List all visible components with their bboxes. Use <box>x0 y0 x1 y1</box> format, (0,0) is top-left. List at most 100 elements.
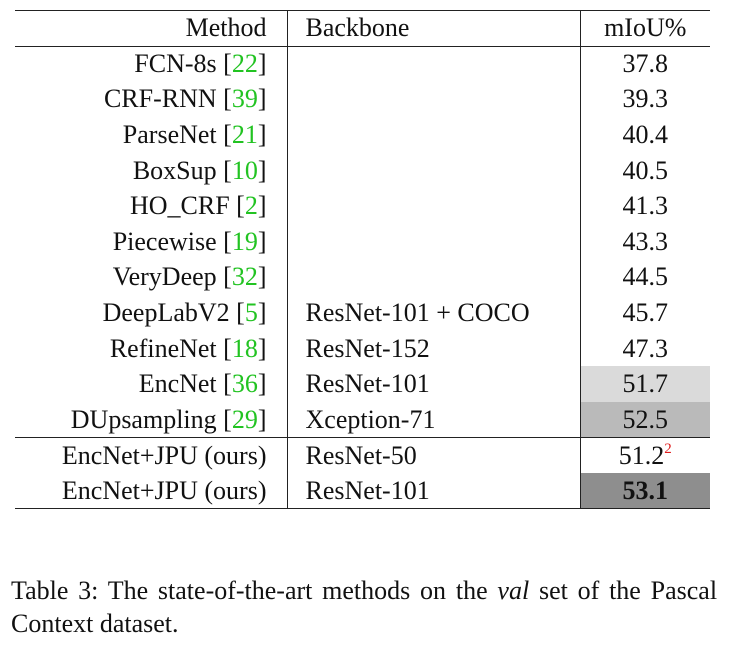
results-table: Method Backbone mIoU% FCN-8s [22] 37.8 CRF… <box>15 10 710 509</box>
citation-link[interactable]: 36 <box>231 369 258 399</box>
backbone-cell <box>287 46 581 82</box>
backbone-cell <box>287 224 581 260</box>
method-cell: VeryDeep [32] <box>15 259 288 296</box>
method-cell: EncNet+JPU (ours) <box>15 437 288 474</box>
method-cell: EncNet [36] <box>15 366 288 403</box>
header-method: Method <box>15 10 288 47</box>
footnote-link[interactable]: 2 <box>664 441 672 458</box>
miou-cell: 40.5 <box>580 153 710 189</box>
backbone-cell: ResNet-101 <box>287 366 581 403</box>
citation-link[interactable]: 21 <box>231 120 258 150</box>
miou-cell: 53.1 <box>580 473 710 509</box>
citation-link[interactable]: 32 <box>231 262 258 292</box>
method-name: RefineNet <box>109 333 217 363</box>
method-name: EncNet <box>138 369 217 399</box>
table-row: VeryDeep [32] 44.5 <box>15 259 710 296</box>
backbone-cell <box>287 81 581 118</box>
caption-italic: val <box>497 576 530 605</box>
miou-value: 40.4 <box>622 120 669 150</box>
caption-label: Table 3: <box>11 576 99 605</box>
method-name: EncNet+JPU (ours) <box>61 475 267 505</box>
header-miou: mIoU% <box>604 13 687 43</box>
method-cell: ParseNet [21] <box>15 117 288 153</box>
method-name: FCN-8s <box>134 49 217 79</box>
table-row: DeepLabV2 [5] ResNet-101 + COCO 45.7 <box>15 295 710 331</box>
miou-cell: 40.4 <box>580 117 710 153</box>
backbone-cell <box>287 117 581 153</box>
table-row: CRF-RNN [39] 39.3 <box>15 81 710 118</box>
table-row: Piecewise [19] 43.3 <box>15 224 710 260</box>
miou-cell: 43.3 <box>580 224 710 260</box>
citation-link[interactable]: 5 <box>244 298 258 328</box>
table-caption: Table 3: The state-of-the-art methods on… <box>11 574 717 640</box>
method-name: VeryDeep <box>112 262 217 292</box>
method-cell: BoxSup [10] <box>15 152 288 189</box>
caption-text-after: set of the Pascal Context dataset. <box>11 576 718 638</box>
miou-cell: 39.3 <box>580 82 710 118</box>
miou-value: 43.3 <box>622 226 669 256</box>
miou-value: 53.1 <box>622 475 669 505</box>
method-name: BoxSup <box>132 155 217 185</box>
method-cell: DeepLabV2 [5] <box>15 295 288 331</box>
backbone-cell: ResNet-101 <box>287 473 581 509</box>
method-cell: CRF-RNN [39] <box>15 81 288 118</box>
citation-link[interactable]: 10 <box>231 155 258 185</box>
method-name: HO_CRF <box>129 191 230 221</box>
miou-value: 51.2 <box>618 441 665 471</box>
results-table-wrapper: Method Backbone mIoU% FCN-8s [22] 37.8 CRF… <box>15 10 710 509</box>
table-row: ParseNet [21] 40.4 <box>15 117 710 153</box>
miou-cell: 47.3 <box>580 331 710 367</box>
miou-value: 41.3 <box>622 191 669 221</box>
table-row: DUpsampling [29] Xception-71 52.5 <box>15 402 710 438</box>
miou-value: 40.5 <box>622 155 669 185</box>
citation-link[interactable]: 19 <box>231 226 258 256</box>
table-row: HO_CRF [2] 41.3 <box>15 188 710 225</box>
table-body-prior-methods: FCN-8s [22] 37.8 CRF-RNN [39] 39.3 ParseNet … <box>15 46 710 438</box>
citation-link[interactable]: 2 <box>244 191 258 221</box>
method-name: DUpsampling <box>70 404 217 434</box>
method-name: CRF-RNN <box>103 84 217 114</box>
miou-value: 51.7 <box>622 369 669 399</box>
backbone-cell <box>287 188 581 225</box>
header-backbone: Backbone <box>287 10 581 47</box>
table-row: EncNet+JPU (ours) ResNet-50 51.22 <box>15 437 710 474</box>
miou-cell: 51.22 <box>580 438 710 474</box>
table-row: RefineNet [18] ResNet-152 47.3 <box>15 330 710 367</box>
citation-link[interactable]: 22 <box>231 49 258 79</box>
citation-link[interactable]: 39 <box>231 84 258 114</box>
miou-cell: 41.3 <box>580 188 710 224</box>
method-cell: DUpsampling [29] <box>15 402 288 438</box>
caption-text-before: The state-of-the-art methods on the <box>107 576 488 605</box>
miou-value: 47.3 <box>622 333 669 363</box>
table-header-row: Method Backbone mIoU% <box>15 10 710 47</box>
citation-link[interactable]: 29 <box>231 404 258 434</box>
backbone-cell <box>287 259 581 296</box>
method-cell: HO_CRF [2] <box>15 188 288 225</box>
miou-cell: 37.8 <box>580 46 710 82</box>
backbone-cell: ResNet-50 <box>287 437 581 474</box>
method-name: ParseNet <box>122 120 217 150</box>
method-cell: RefineNet [18] <box>15 330 288 367</box>
miou-value: 37.8 <box>622 49 669 79</box>
miou-value: 44.5 <box>622 262 669 292</box>
method-name: Piecewise <box>112 226 217 256</box>
table-row: EncNet+JPU (ours) ResNet-101 53.1 <box>15 473 710 509</box>
method-cell: Piecewise [19] <box>15 224 288 260</box>
table-row: EncNet [36] ResNet-101 51.7 <box>15 366 710 403</box>
backbone-cell <box>287 152 581 189</box>
backbone-cell: ResNet-152 <box>287 330 581 367</box>
miou-cell: 44.5 <box>580 260 710 296</box>
miou-value: 45.7 <box>622 298 669 328</box>
method-cell: EncNet+JPU (ours) <box>15 473 288 509</box>
backbone-cell: Xception-71 <box>287 402 581 438</box>
miou-cell: 51.7 <box>580 366 710 403</box>
table-body-ours: EncNet+JPU (ours) ResNet-50 51.22 EncNet+JP… <box>15 437 710 509</box>
table-row: BoxSup [10] 40.5 <box>15 152 710 189</box>
miou-value: 52.5 <box>622 404 669 434</box>
backbone-cell: ResNet-101 + COCO <box>287 295 581 331</box>
citation-link[interactable]: 18 <box>231 333 258 363</box>
table-row: FCN-8s [22] 37.8 <box>15 46 710 82</box>
miou-cell: 45.7 <box>580 295 710 331</box>
method-cell: FCN-8s [22] <box>15 46 288 82</box>
method-name: EncNet+JPU (ours) <box>61 440 267 470</box>
